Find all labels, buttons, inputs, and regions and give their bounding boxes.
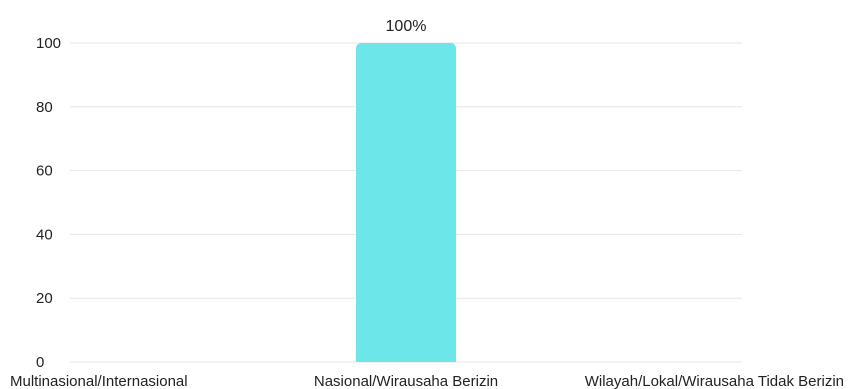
bar-1: [356, 43, 456, 362]
y-axis-ticks: 0 20 40 60 80 100: [36, 35, 61, 371]
x-axis-categories: Multinasional/Internasional Nasional/Wira…: [10, 373, 844, 389]
y-tick-label: 100: [36, 35, 61, 52]
category-label-0: Multinasional/Internasional: [10, 373, 188, 389]
category-label-1: Nasional/Wirausaha Berizin: [314, 373, 498, 389]
y-tick-label: 60: [36, 163, 53, 180]
data-labels: 100%: [386, 18, 427, 35]
data-label-1: 100%: [386, 18, 427, 35]
y-tick-label: 40: [36, 226, 53, 243]
y-tick-label: 20: [36, 290, 53, 307]
y-tick-label: 0: [36, 354, 44, 371]
category-label-2: Wilayah/Lokal/Wirausaha Tidak Berizin: [585, 373, 844, 389]
y-tick-label: 80: [36, 99, 53, 116]
bars: [356, 43, 456, 362]
